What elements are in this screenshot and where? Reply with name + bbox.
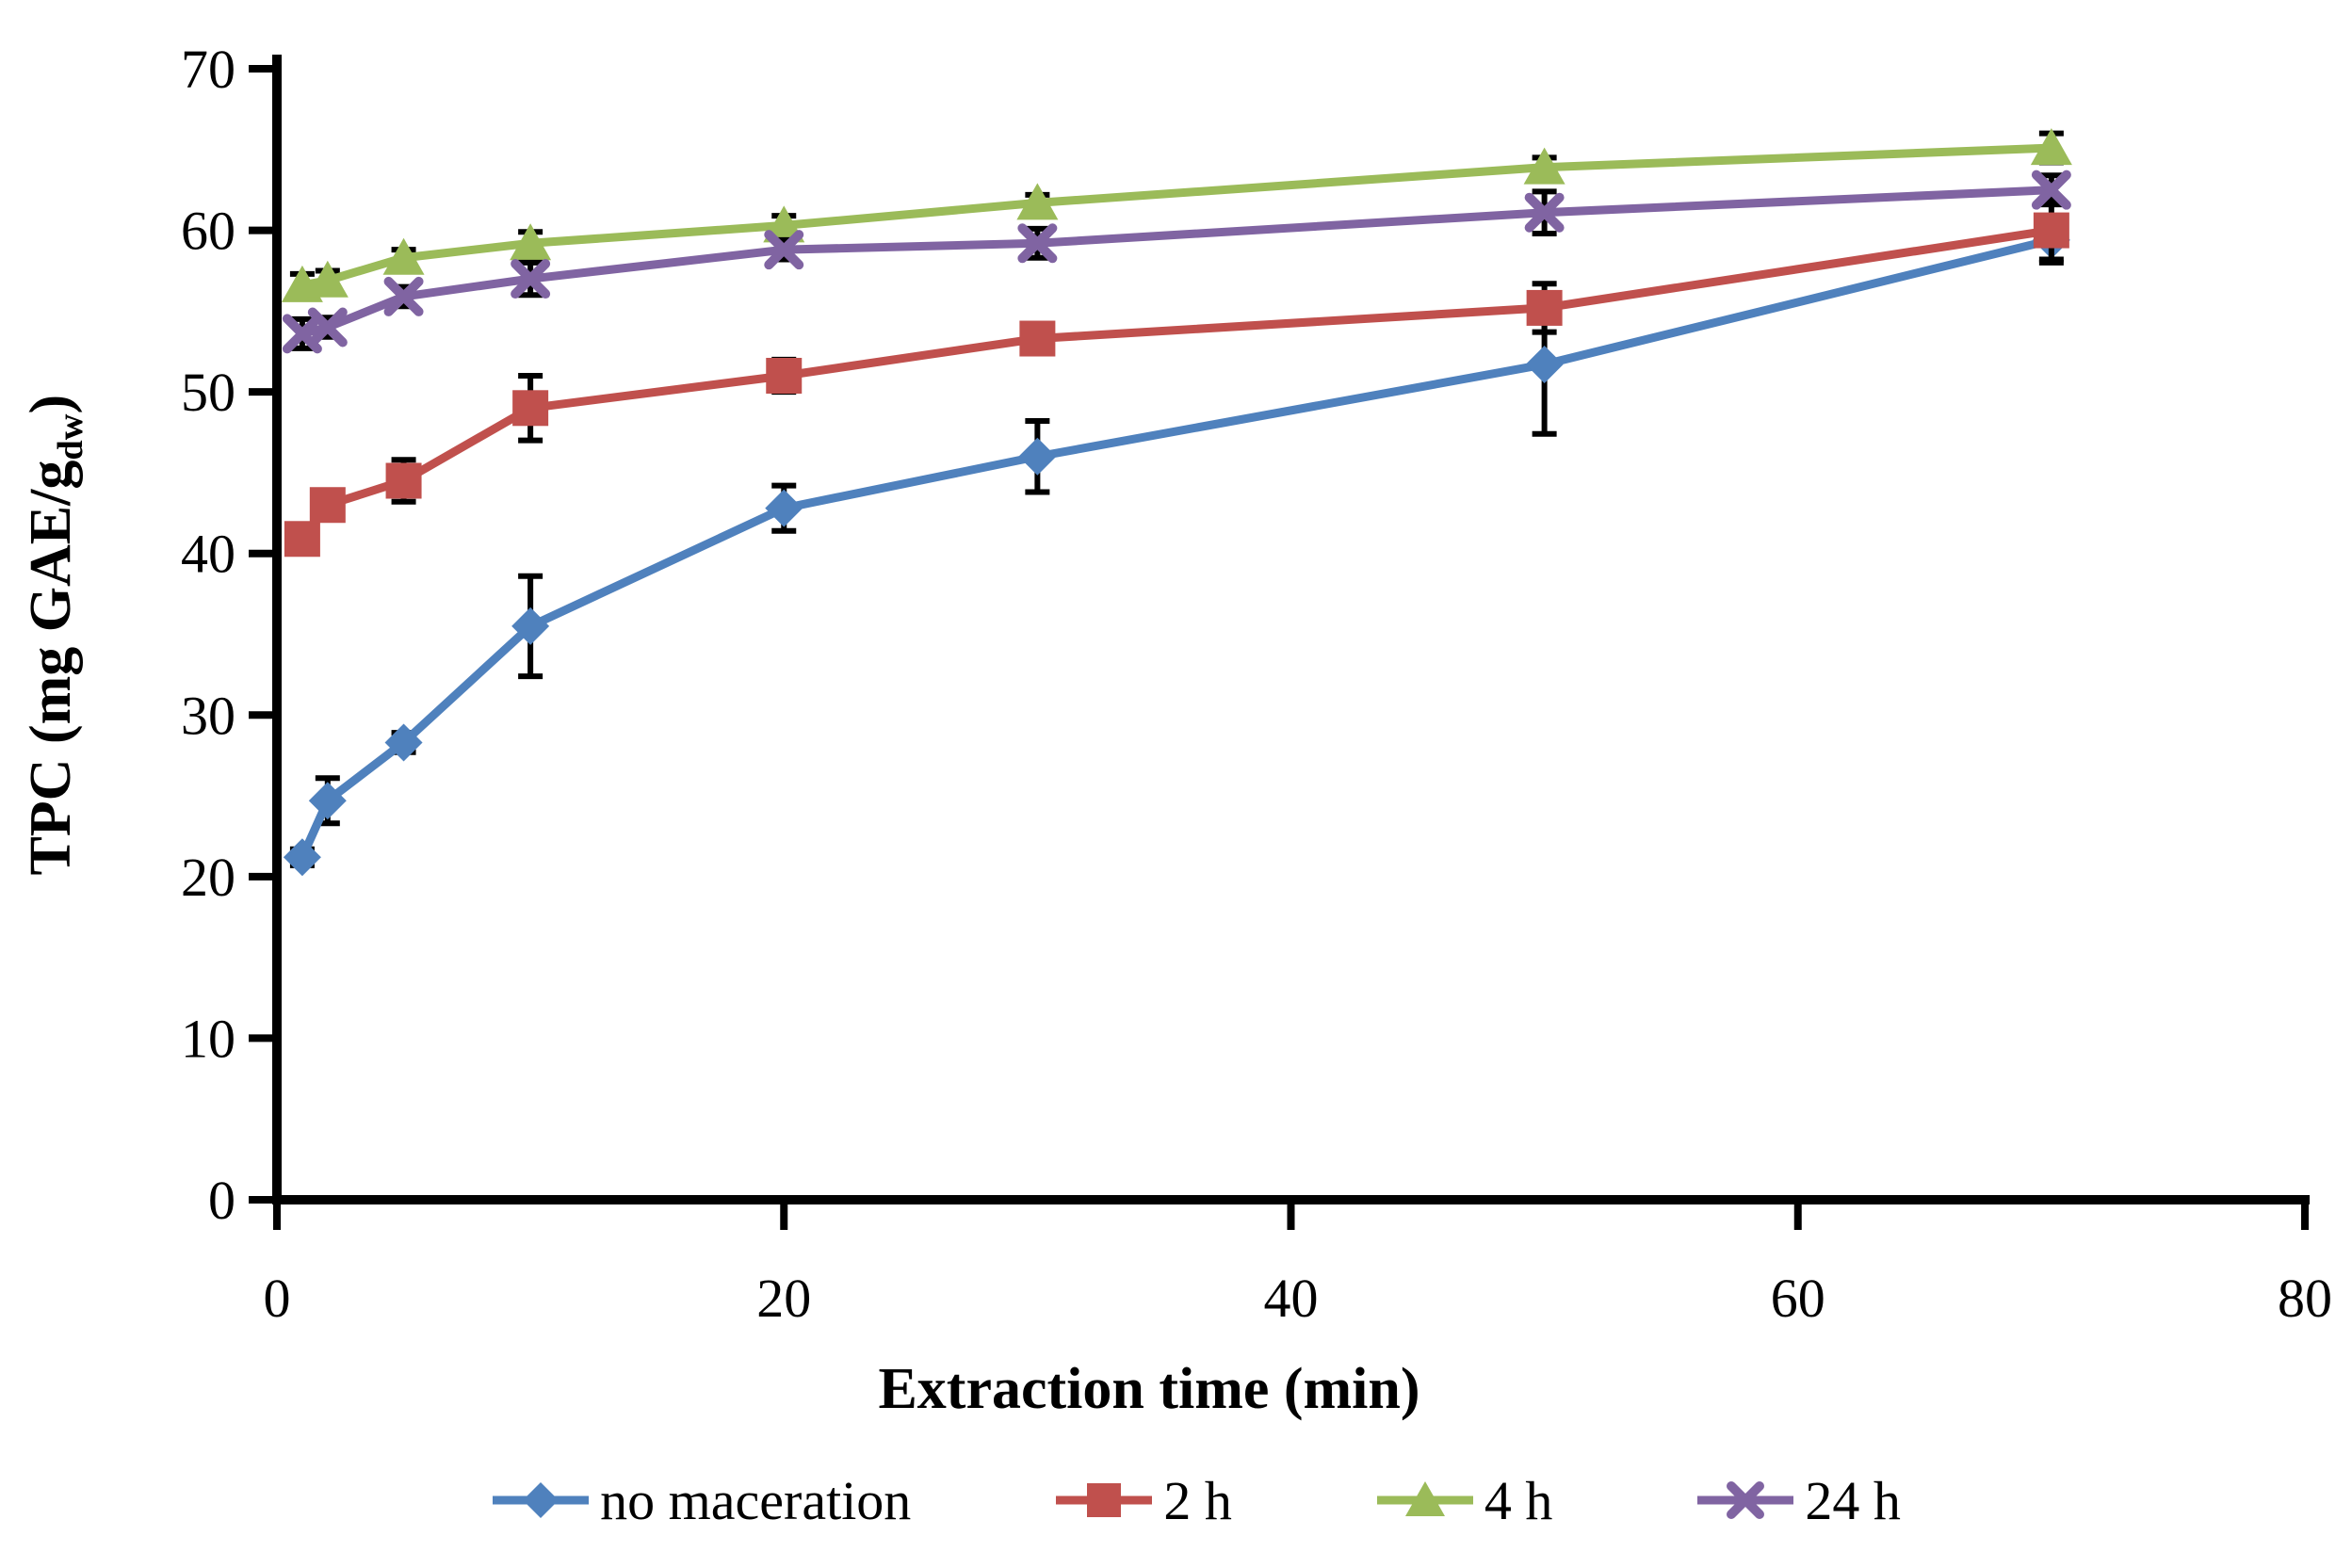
data-point-4-h (2030, 128, 2072, 166)
data-point-no-maceration (511, 606, 550, 645)
y-tick-label: 30 (181, 685, 235, 746)
data-point-4-h (1523, 147, 1565, 185)
data-point-no-maceration (765, 489, 803, 527)
data-point-no-maceration (1018, 437, 1057, 476)
legend-marker-icon (1376, 1481, 1473, 1516)
y-axis-title-close: ) (18, 394, 83, 414)
data-point-4-h (306, 260, 349, 298)
data-point-2-h (766, 357, 803, 394)
data-point-24-h (307, 307, 348, 348)
series-line-no-maceration (298, 235, 2056, 862)
data-point-24-h (764, 230, 804, 270)
data-point-no-maceration (384, 723, 423, 762)
data-point-24-h (1017, 223, 1058, 264)
x-tick-label: 20 (756, 1268, 811, 1329)
y-tick-label: 40 (181, 524, 235, 585)
data-point-2-h (1526, 289, 1563, 326)
x-tick-label: 80 (2278, 1268, 2332, 1329)
x-axis-title: Extraction time (min) (878, 1357, 1420, 1421)
x-tick-label: 0 (264, 1268, 291, 1329)
series-line-4-h (298, 143, 2056, 290)
data-point-2-h (512, 390, 549, 427)
legend-marker (1727, 1481, 1765, 1519)
legend-label: 24 h (1805, 1469, 1901, 1531)
data-point-2-h (284, 521, 320, 558)
y-tick-label: 60 (181, 201, 235, 262)
data-point-24-h (511, 259, 551, 299)
y-tick-label: 20 (181, 847, 235, 908)
legend-item-no-maceration: no maceration (489, 1469, 911, 1532)
data-point-4-h (1016, 183, 1059, 220)
data-point-24-h (282, 314, 322, 354)
chart-legend: no maceration 2 h 4 h 24 h (0, 1448, 2352, 1552)
data-point-24-h (2031, 170, 2071, 210)
data-point-4-h (510, 223, 552, 261)
legend-label: no maceration (600, 1469, 912, 1531)
y-tick-label: 50 (181, 362, 235, 423)
data-point-2-h (2033, 212, 2069, 249)
y-tick-label: 70 (181, 39, 235, 100)
legend-label: 4 h (1484, 1469, 1553, 1531)
data-point-2-h (309, 487, 346, 524)
legend-marker (523, 1482, 560, 1518)
series-line-24-h (298, 186, 2056, 338)
legend-marker-icon (1056, 1483, 1153, 1517)
y-axis-title: TPC (mg GAE/gdw) (18, 164, 91, 1106)
data-point-4-h (382, 237, 425, 275)
data-point-24-h (1524, 192, 1565, 233)
x-tick-label: 40 (1264, 1268, 1319, 1329)
legend-marker (1087, 1483, 1122, 1517)
y-tick-label: 0 (208, 1170, 235, 1231)
y-tick-label: 10 (181, 1008, 235, 1069)
data-point-24-h (383, 276, 424, 316)
y-axis-title-main: TPC (mg GAE/g (18, 460, 83, 876)
legend-item-2-h: 2 h (1052, 1469, 1232, 1532)
data-point-no-maceration (308, 782, 347, 820)
data-point-2-h (1019, 320, 1056, 357)
legend-marker-icon (493, 1482, 590, 1518)
legend-label: 2 h (1163, 1469, 1232, 1531)
x-tick-label: 60 (1771, 1268, 1825, 1329)
y-axis-title-subscript: dw (51, 413, 91, 461)
legend-item-24-h: 24 h (1694, 1469, 1901, 1532)
data-point-no-maceration (283, 838, 321, 877)
legend-item-4-h: 4 h (1373, 1469, 1553, 1532)
legend-marker-icon (1697, 1481, 1794, 1519)
data-point-no-maceration (1525, 345, 1564, 383)
legend-marker (1404, 1481, 1445, 1516)
data-point-2-h (385, 462, 422, 499)
